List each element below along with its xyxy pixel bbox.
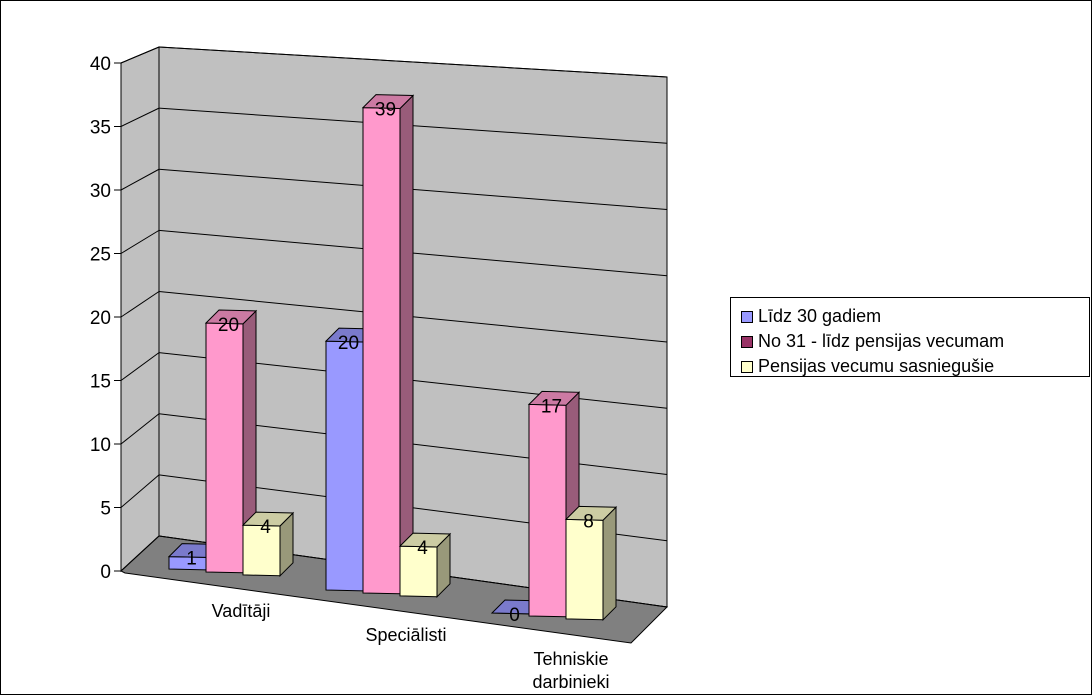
gridline-side	[120, 474, 160, 508]
gridline	[158, 46, 668, 78]
y-tick-label: 10	[90, 435, 111, 456]
bar-1-1-side	[399, 94, 414, 596]
data-label-2-0: 0	[509, 605, 520, 626]
legend-item-1: No 31 - līdz pensijas vecumam	[741, 329, 1089, 354]
bar-1-0-front	[325, 340, 364, 592]
bar-0-1-top	[204, 309, 258, 325]
y-tick-label: 20	[90, 308, 111, 329]
legend-label-0: Līdz 30 gadiem	[758, 306, 882, 326]
gridline-side	[120, 229, 160, 254]
bar-1-1-front	[362, 107, 401, 595]
legend-label-1: No 31 - līdz pensijas vecumam	[758, 331, 1005, 351]
gridline-side	[120, 107, 160, 127]
x-category-label-2: darbinieki	[532, 672, 609, 692]
bar-2-2-front	[565, 518, 604, 621]
gridline-side	[120, 413, 160, 445]
x-category-label-0: Vadītāji	[212, 601, 271, 621]
gridline-side	[120, 46, 160, 64]
gridline-side	[120, 535, 160, 572]
data-label-0-0: 1	[186, 549, 197, 570]
legend-swatch-2	[741, 360, 753, 373]
gridline-side	[120, 291, 160, 318]
legend: Līdz 30 gadiem No 31 - līdz pensijas vec…	[730, 297, 1090, 377]
gridline-side	[120, 352, 160, 381]
y-tick-label: 35	[90, 118, 111, 139]
y-tick-label: 0	[100, 562, 111, 583]
data-label-0-2: 4	[260, 517, 271, 538]
bar-1-2-top	[398, 532, 452, 548]
bar-0-1-front	[205, 322, 244, 574]
bar-1-1-top	[361, 94, 415, 110]
data-label-2-1: 17	[541, 396, 562, 417]
legend-swatch-1	[741, 335, 753, 348]
legend-swatch-0	[741, 310, 753, 323]
y-tick-label: 25	[90, 245, 111, 266]
data-label-0-1: 20	[218, 315, 239, 336]
y-tick-label: 30	[90, 181, 111, 202]
y-tick-label: 15	[90, 372, 111, 393]
y-tick-label: 5	[100, 499, 111, 520]
legend-label-2: Pensijas vecumu sasniegušie	[758, 356, 995, 376]
plot-side-wall	[120, 46, 160, 573]
x-category-label-1: Speciālisti	[365, 625, 446, 645]
bar-2-2-top	[564, 505, 618, 521]
data-label-1-2: 4	[417, 538, 428, 559]
data-label-2-2: 8	[583, 511, 594, 532]
bar-2-1-top	[527, 390, 581, 406]
legend-item-0: Līdz 30 gadiem	[741, 304, 1089, 329]
y-tick-label: 40	[90, 54, 111, 75]
bar-0-2-top	[241, 511, 295, 527]
x-category-label-2: Tehniskie	[533, 649, 608, 669]
legend-item-2: Pensijas vecumu sasniegušie	[741, 354, 1089, 379]
data-label-1-1: 39	[375, 100, 396, 121]
data-label-1-0: 20	[338, 333, 359, 354]
bar-2-2-side	[602, 505, 617, 622]
gridline-side	[120, 168, 160, 191]
bar-2-1-front	[528, 403, 567, 618]
